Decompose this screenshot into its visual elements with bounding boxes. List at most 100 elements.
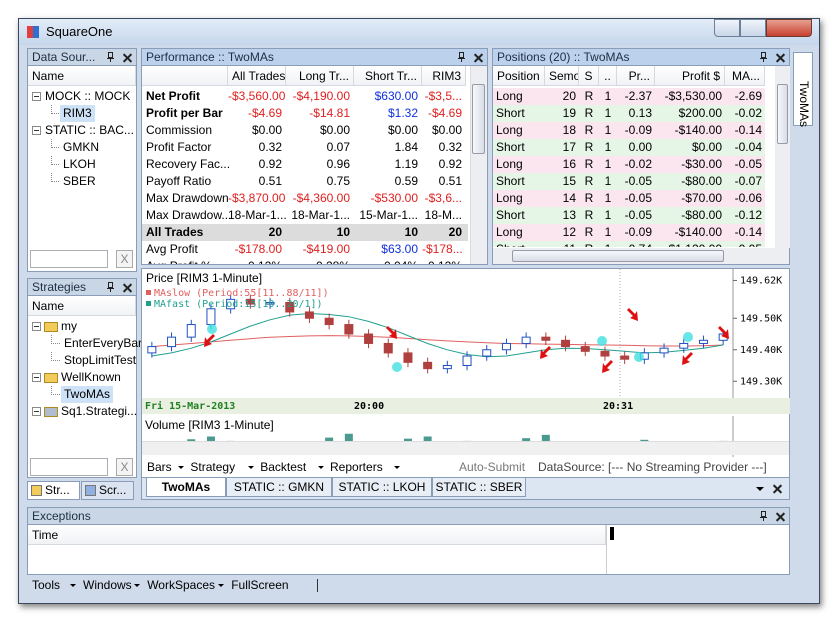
candle-body bbox=[423, 361, 433, 370]
cell-value: -$178... bbox=[422, 242, 463, 256]
close-icon[interactable] bbox=[122, 53, 133, 63]
tree-node[interactable]: STATIC :: BAC... bbox=[45, 123, 134, 137]
menu-item[interactable]: WorkSpaces bbox=[147, 578, 215, 592]
panel-title: Strategies bbox=[32, 280, 87, 294]
candle-body bbox=[245, 298, 255, 305]
auto-submit[interactable]: Auto-Submit bbox=[459, 460, 526, 474]
pin-head bbox=[108, 282, 113, 288]
panel-title-bar bbox=[141, 48, 488, 66]
search-box[interactable] bbox=[30, 458, 108, 476]
close-icon[interactable] bbox=[122, 283, 133, 293]
tree-node[interactable]: EnterEveryBar bbox=[64, 336, 143, 350]
tree-expander[interactable] bbox=[32, 407, 41, 416]
document-tab[interactable]: STATIC :: GMKN bbox=[226, 478, 332, 497]
cell-value: $1.32 bbox=[387, 106, 418, 120]
cell-value: -$4,190.00 bbox=[292, 89, 350, 103]
tab-icon bbox=[85, 485, 96, 496]
cell-value: 0.07 bbox=[326, 140, 350, 154]
clear-button[interactable]: X bbox=[116, 458, 133, 476]
cell-value: 1 bbox=[604, 174, 612, 188]
candle-body bbox=[285, 302, 295, 313]
column-header: Profit $ bbox=[655, 66, 725, 86]
row-label: All Trades bbox=[146, 225, 204, 239]
close-icon[interactable] bbox=[775, 512, 786, 522]
cell-value: -0.09 bbox=[624, 123, 652, 137]
toolbar-menu[interactable]: Bars bbox=[147, 460, 172, 474]
cell-value: Long bbox=[496, 123, 523, 137]
position-row bbox=[493, 156, 765, 173]
cell-value: -$4.69 bbox=[247, 106, 282, 120]
pin-icon[interactable] bbox=[107, 52, 114, 62]
menu-item[interactable]: FullScreen bbox=[231, 578, 289, 592]
panel-title-bar bbox=[492, 48, 790, 66]
menu-item[interactable]: Windows bbox=[83, 578, 132, 592]
tree-expander-minus bbox=[34, 411, 39, 412]
menu-item[interactable]: Tools bbox=[32, 578, 61, 592]
moving-average-line bbox=[151, 312, 724, 358]
tree-node[interactable]: LKOH bbox=[63, 157, 96, 171]
pin-needle bbox=[763, 59, 764, 62]
toolbar-menu[interactable]: Backtest bbox=[260, 460, 307, 474]
panel-title: Positions (20) :: TwoMAs bbox=[497, 50, 630, 64]
tree-expander[interactable] bbox=[32, 322, 41, 331]
tab-label[interactable]: Scr... bbox=[99, 483, 127, 497]
scroll-thumb[interactable] bbox=[512, 250, 724, 262]
document-tab[interactable]: STATIC :: LKOH bbox=[332, 478, 432, 497]
position-row bbox=[493, 207, 765, 224]
document-tab[interactable]: STATIC :: SBER bbox=[432, 478, 526, 497]
column-header: Semo bbox=[545, 66, 579, 86]
clear-button[interactable]: X bbox=[116, 250, 133, 268]
tree-node[interactable]: WellKnown bbox=[61, 370, 121, 384]
pin-icon[interactable] bbox=[458, 52, 465, 62]
side-tab-label[interactable]: TwoMAs bbox=[796, 81, 812, 127]
tab-label[interactable]: Str... bbox=[45, 483, 70, 497]
tab-dropdown[interactable] bbox=[756, 487, 764, 491]
tree-node[interactable]: SBER bbox=[63, 174, 96, 188]
cell-value: 0.74 bbox=[617, 241, 655, 247]
toolbar-menu[interactable]: Strategy bbox=[190, 460, 236, 474]
tree-node[interactable]: StopLimitTest bbox=[64, 353, 137, 367]
x-tick-label: 20:00 bbox=[354, 401, 384, 412]
pin-head bbox=[761, 52, 766, 58]
close-icon[interactable] bbox=[772, 484, 783, 494]
document-tab[interactable]: TwoMAs bbox=[146, 478, 226, 497]
close-button[interactable] bbox=[766, 19, 812, 37]
minimize-button[interactable] bbox=[714, 19, 740, 37]
tree-node[interactable]: GMKN bbox=[63, 140, 99, 154]
tree-node[interactable]: RIM3 bbox=[60, 105, 95, 122]
tree-node[interactable]: MOCK :: MOCK bbox=[45, 89, 131, 103]
tree-node[interactable]: TwoMAs bbox=[61, 386, 114, 403]
pin-icon[interactable] bbox=[760, 511, 767, 521]
cell-value: -0.06 bbox=[734, 191, 762, 205]
search-box[interactable] bbox=[30, 250, 108, 268]
scroll-thumb[interactable] bbox=[777, 84, 788, 144]
toolbar-menu[interactable]: Reporters bbox=[330, 460, 383, 474]
pin-needle bbox=[763, 518, 764, 521]
cell-value: R bbox=[584, 106, 594, 120]
pin-icon[interactable] bbox=[760, 52, 767, 62]
pin-needle bbox=[461, 59, 462, 62]
tree-node[interactable]: my bbox=[61, 319, 77, 333]
tree-expander[interactable] bbox=[32, 126, 41, 135]
cell-value: $0.00 bbox=[319, 123, 350, 137]
close-icon[interactable] bbox=[775, 53, 786, 63]
maximize-button[interactable] bbox=[740, 19, 766, 37]
tree-node[interactable]: Sq1.Strategi... bbox=[61, 404, 138, 418]
candle-body bbox=[501, 342, 511, 351]
menu-separator bbox=[317, 579, 319, 592]
tree-expander[interactable] bbox=[32, 92, 41, 101]
cell-value: 18-Mar-1... bbox=[291, 208, 350, 222]
fill-marker bbox=[634, 352, 644, 362]
cell-value: 0.75 bbox=[326, 174, 350, 188]
fill-marker bbox=[392, 362, 402, 372]
side-tab[interactable] bbox=[793, 52, 813, 126]
pin-icon[interactable] bbox=[107, 282, 114, 292]
scroll-thumb[interactable] bbox=[472, 84, 485, 154]
position-row bbox=[493, 241, 765, 247]
close-icon[interactable] bbox=[473, 53, 484, 63]
cell-value: 10 bbox=[336, 225, 350, 239]
volume-title: Volume [RIM3 1-Minute] bbox=[145, 418, 274, 432]
tree-expander[interactable] bbox=[32, 373, 41, 382]
cell-value: 12 bbox=[562, 225, 576, 239]
y-tick-label: 149.50K bbox=[740, 313, 782, 324]
